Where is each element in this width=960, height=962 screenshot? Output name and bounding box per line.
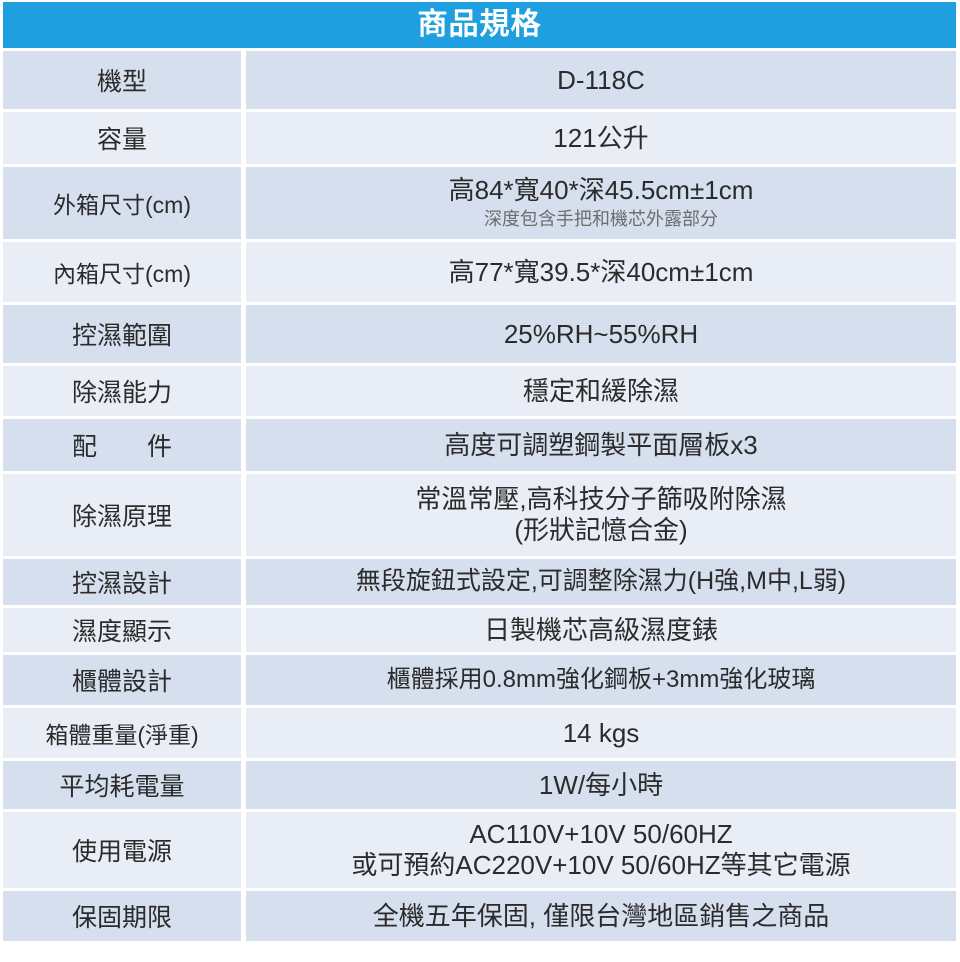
spec-value-humidity-control-design: 無段旋鈕式設定,可調整除濕力(H強,M中,L弱)	[246, 559, 956, 605]
spec-label-text: 除濕原理	[71, 503, 172, 531]
spec-value-text: 日製機芯高級濕度錶	[483, 614, 718, 645]
spec-label-text: 保固期限	[71, 904, 172, 932]
spec-label-humidity-display: 濕度顯示	[3, 608, 241, 652]
spec-label-text: 容量	[96, 126, 147, 154]
spec-value-note: (形狀記憶合金)	[514, 514, 688, 545]
spec-value-humidity-display: 日製機芯高級濕度錶	[246, 608, 956, 652]
spec-sheet-title: 商品規格	[3, 2, 956, 48]
spec-value-power-consumption: 1W/每小時	[246, 761, 956, 809]
table-row: 配 件 高度可調塑鋼製平面層板x3	[3, 419, 956, 471]
spec-value-text: 25%RH~55%RH	[503, 318, 699, 349]
spec-label-humidity-control-design: 控濕設計	[3, 559, 241, 605]
spec-value-text: 1W/每小時	[538, 769, 664, 800]
spec-value-text: 全機五年保固, 僅限台灣地區銷售之商品	[372, 900, 830, 931]
spec-label-power-consumption: 平均耗電量	[3, 761, 241, 809]
spec-value-text: 高77*寬39.5*深40cm±1cm	[448, 256, 754, 287]
spec-label-text: 機型	[96, 68, 147, 96]
table-row: 箱體重量(淨重) 14 kgs	[3, 708, 956, 758]
spec-value-text: 高度可調塑鋼製平面層板x3	[444, 429, 758, 460]
spec-value-text: 穩定和緩除濕	[522, 375, 679, 406]
spec-value-note: 深度包含手把和機芯外露部分	[484, 209, 718, 230]
spec-value-accessories: 高度可調塑鋼製平面層板x3	[246, 419, 956, 471]
spec-value-dehumidify-principle: 常溫常壓,高科技分子篩吸附除濕 (形狀記憶合金)	[246, 474, 956, 556]
table-row: 濕度顯示 日製機芯高級濕度錶	[3, 608, 956, 652]
table-row: 除濕原理 常溫常壓,高科技分子篩吸附除濕 (形狀記憶合金)	[3, 474, 956, 556]
table-row: 外箱尺寸(cm) 高84*寬40*深45.5cm±1cm 深度包含手把和機芯外露…	[3, 167, 956, 239]
spec-label-text: 控濕範圍	[71, 322, 172, 350]
table-row: 保固期限 全機五年保固, 僅限台灣地區銷售之商品	[3, 891, 956, 941]
spec-value-humidity-range: 25%RH~55%RH	[246, 305, 956, 363]
spec-label-dehumidify-principle: 除濕原理	[3, 474, 241, 556]
spec-value-text: AC110V+10V 50/60HZ	[469, 819, 733, 850]
spec-value-net-weight: 14 kgs	[246, 708, 956, 758]
spec-value-text: 常溫常壓,高科技分子篩吸附除濕	[415, 484, 787, 515]
spec-value-capacity: 121公升	[246, 112, 956, 164]
spec-label-text: 平均耗電量	[59, 773, 185, 801]
spec-label-text: 箱體重量(淨重)	[45, 722, 199, 748]
table-row: 內箱尺寸(cm) 高77*寬39.5*深40cm±1cm	[3, 242, 956, 302]
spec-value-outer-dimensions: 高84*寬40*深45.5cm±1cm 深度包含手把和機芯外露部分	[246, 167, 956, 239]
spec-label-inner-dimensions: 內箱尺寸(cm)	[3, 242, 241, 302]
spec-label-text: 使用電源	[71, 838, 172, 866]
spec-value-text: 高84*寬40*深45.5cm±1cm	[448, 175, 754, 206]
spec-label-humidity-range: 控濕範圍	[3, 305, 241, 363]
spec-label-outer-dimensions: 外箱尺寸(cm)	[3, 167, 241, 239]
spec-value-model: D-118C	[246, 51, 956, 109]
spec-label-text: 除濕能力	[71, 379, 172, 407]
spec-label-dehumidify-capacity: 除濕能力	[3, 366, 241, 416]
spec-label-power-source: 使用電源	[3, 812, 241, 888]
spec-label-text: 內箱尺寸(cm)	[53, 261, 191, 287]
spec-label-accessories: 配 件	[3, 419, 241, 471]
spec-value-text: 14 kgs	[562, 717, 640, 748]
table-row: 機型 D-118C	[3, 51, 956, 109]
spec-value-dehumidify-capacity: 穩定和緩除濕	[246, 366, 956, 416]
spec-value-text: 無段旋鈕式設定,可調整除濕力(H強,M中,L弱)	[355, 567, 847, 596]
spec-label-capacity: 容量	[3, 112, 241, 164]
spec-label-net-weight: 箱體重量(淨重)	[3, 708, 241, 758]
spec-label-text: 濕度顯示	[71, 618, 172, 646]
table-row: 平均耗電量 1W/每小時	[3, 761, 956, 809]
table-row: 櫃體設計 櫃體採用0.8mm強化鋼板+3mm強化玻璃	[3, 655, 956, 705]
spec-value-cabinet-design: 櫃體採用0.8mm強化鋼板+3mm強化玻璃	[246, 655, 956, 705]
spec-value-text: 121公升	[553, 122, 649, 153]
spec-value-text: D-118C	[557, 64, 645, 95]
spec-value-power-source: AC110V+10V 50/60HZ 或可預約AC220V+10V 50/60H…	[246, 812, 956, 888]
spec-label-text: 外箱尺寸(cm)	[53, 192, 191, 218]
table-row: 控濕設計 無段旋鈕式設定,可調整除濕力(H強,M中,L弱)	[3, 559, 956, 605]
spec-table: 機型 D-118C 容量 121公升 外箱尺寸(cm) 高84*寬40*深45.…	[0, 51, 960, 962]
spec-value-note: 或可預約AC220V+10V 50/60HZ等其它電源	[351, 849, 851, 880]
spec-value-inner-dimensions: 高77*寬39.5*深40cm±1cm	[246, 242, 956, 302]
table-row: 控濕範圍 25%RH~55%RH	[3, 305, 956, 363]
spec-label-text: 配 件	[71, 433, 172, 461]
spec-value-warranty: 全機五年保固, 僅限台灣地區銷售之商品	[246, 891, 956, 941]
table-row: 容量 121公升	[3, 112, 956, 164]
spec-label-warranty: 保固期限	[3, 891, 241, 941]
spec-label-text: 櫃體設計	[71, 668, 172, 696]
spec-label-model: 機型	[3, 51, 241, 109]
spec-label-text: 控濕設計	[71, 570, 172, 598]
spec-value-text: 櫃體採用0.8mm強化鋼板+3mm強化玻璃	[386, 665, 816, 693]
table-row: 使用電源 AC110V+10V 50/60HZ 或可預約AC220V+10V 5…	[3, 812, 956, 888]
table-row: 除濕能力 穩定和緩除濕	[3, 366, 956, 416]
spec-label-cabinet-design: 櫃體設計	[3, 655, 241, 705]
